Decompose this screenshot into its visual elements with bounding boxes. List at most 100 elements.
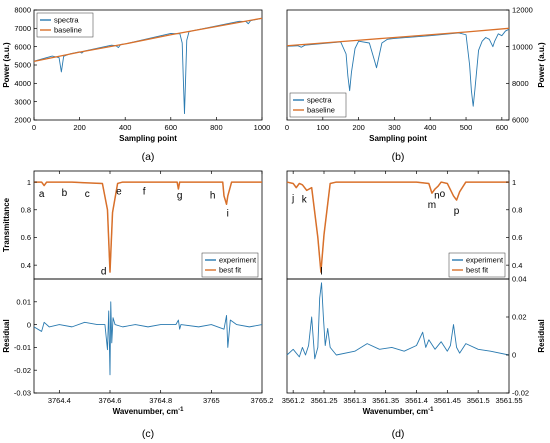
plot-a-xtick-label: 800 <box>210 123 223 132</box>
plot-d-bottom-ytick-label: 0.04 <box>512 275 527 284</box>
plot-d-series-best_fit <box>286 181 509 273</box>
plot-d-xtick-label: 3561.25 <box>310 396 337 405</box>
plot-c-peak-label: i <box>227 209 229 220</box>
plot-d-xlabel: Wavenumber, cm-1 <box>363 407 435 416</box>
plot-b-ylabel: Power (a.u.) <box>537 42 546 88</box>
plot-d-tag: (d) <box>392 428 405 440</box>
plot-a-ytick-label: 5000 <box>14 61 31 70</box>
plot-d-legend-box <box>448 252 506 278</box>
plot-c-legend-label: best fit <box>219 266 242 275</box>
plot-c-bottom-ytick-label: -0.01 <box>14 343 31 352</box>
plot-b-frame <box>286 9 510 121</box>
plot-d-peak-label: m <box>428 200 436 211</box>
plot-a-ytick-label: 3000 <box>14 97 31 106</box>
plot-c-peak-label: b <box>62 188 68 199</box>
plot-b-series-spectra <box>286 28 510 107</box>
plot-d-peak-label: l <box>320 267 322 278</box>
plot-b-ytick-label: 6000 <box>512 116 529 125</box>
plot-a-legend-label: spectra <box>54 16 79 25</box>
plot-d-legend-label: experiment <box>466 256 504 265</box>
plot-b-xlabel: Sampling point <box>369 134 427 143</box>
plot-d-peak-label: p <box>454 206 460 217</box>
plot-d-xtick-label: 3561.2 <box>282 396 305 405</box>
plot-d-legend-label: best fit <box>466 266 489 275</box>
plot-b-legend-label: spectra <box>307 96 332 105</box>
plot-c-ylabel-bottom: Residual <box>2 319 11 352</box>
plot-c-xtick-label: 3764.6 <box>99 396 122 405</box>
plot-c-top-ytick-label: 0.8 <box>21 205 31 214</box>
plot-c-peak-label: f <box>143 186 146 197</box>
plot-c-xlabel: Wavenumber, cm-1 <box>113 407 185 416</box>
plot-c-bottom-ytick-label: -0.02 <box>14 366 31 375</box>
plot-c-ylabel-top: Transmittance <box>2 197 11 252</box>
plot-a-tag: (a) <box>142 151 155 163</box>
plot-c-top-ytick-label: 0.6 <box>21 233 31 242</box>
plot-c-xtick-label: 3765 <box>203 396 220 405</box>
plot-d-peak-label: o <box>440 189 446 200</box>
plot-d-bottom-frame <box>286 278 510 394</box>
plot-b-xtick-label: 0 <box>285 123 289 132</box>
plot-c-bottom-ytick-label: 0 <box>27 320 31 329</box>
plot-a-xtick-label: 400 <box>119 123 132 132</box>
plot-b-ytick-label: 8000 <box>512 79 529 88</box>
plot-a-legend-box <box>36 12 94 38</box>
plot-d-ylabel-bottom: Residual <box>537 319 546 352</box>
plot-a-xlabel: Sampling point <box>119 134 177 143</box>
plot-a-ytick-label: 4000 <box>14 79 31 88</box>
plot-a-xtick-label: 600 <box>165 123 178 132</box>
plot-c-peak-label: e <box>116 186 122 197</box>
plot-c-peak-label: h <box>210 191 216 202</box>
plot-b-xtick-label: 100 <box>317 123 330 132</box>
plot-c-peak-label: c <box>85 189 90 200</box>
plot-d-peak-label: j <box>291 193 294 204</box>
plot-a-ytick-label: 6000 <box>14 42 31 51</box>
plot-d-xtick-label: 3561.55 <box>495 396 522 405</box>
plot-d-peak-label: n <box>434 191 440 202</box>
plot-b-xtick-label: 600 <box>496 123 509 132</box>
plot-c-legend-label: experiment <box>219 256 257 265</box>
plot-d-residual-line <box>286 282 510 360</box>
plot-a-xtick-label: 0 <box>32 123 36 132</box>
plot-c-peak-label: d <box>101 267 107 278</box>
plot-c-xtick-label: 3765.2 <box>251 396 274 405</box>
plot-a-legend-label: baseline <box>54 26 82 35</box>
plot-b-ytick-label: 10000 <box>512 42 533 51</box>
plot-b-ytick-label: 12000 <box>512 6 533 15</box>
plot-d-top-ytick-label: 0.8 <box>512 205 522 214</box>
plot-b-xtick-label: 200 <box>352 123 365 132</box>
plot-c-top-ytick-label: 0.4 <box>21 261 31 270</box>
plot-d-top-ytick-label: 0.6 <box>512 233 522 242</box>
plot-b-legend-box <box>289 92 347 118</box>
plot-d-xtick-label: 3561.4 <box>405 396 428 405</box>
plot-d-peak-label: k <box>302 195 308 206</box>
plot-a-xtick-label: 200 <box>73 123 86 132</box>
plot-b-legend-label: baseline <box>307 106 335 115</box>
plot-c-bottom-ytick-label: 0.01 <box>16 298 31 307</box>
plot-d-xtick-label: 3561.35 <box>372 396 399 405</box>
plot-c-bottom-ytick-label: -0.03 <box>14 389 31 398</box>
plot-a-series-baseline <box>33 17 263 62</box>
plot-c-xtick-label: 3764.8 <box>149 396 172 405</box>
plot-d-top-ytick-label: 0.4 <box>512 261 522 270</box>
plot-d-top-ytick-label: 1 <box>512 178 516 187</box>
plot-b-xtick-label: 300 <box>388 123 401 132</box>
plot-c-tag: (c) <box>142 428 154 440</box>
plot-b-xtick-label: 500 <box>460 123 473 132</box>
plot-d-xtick-label: 3561.5 <box>467 396 490 405</box>
plot-c-bottom-frame <box>33 278 263 394</box>
plot-d-bottom-ytick-label: 0.02 <box>512 313 527 322</box>
plot-d-xtick-label: 3561.3 <box>343 396 366 405</box>
plot-d-bottom-ytick-label: -0.02 <box>512 389 529 398</box>
plot-a-ytick-label: 8000 <box>14 6 31 15</box>
plot-a-ylabel: Power (a.u.) <box>2 42 11 88</box>
plot-a-ytick-label: 2000 <box>14 116 31 125</box>
plot-c-legend-box <box>201 252 259 278</box>
plot-b-xtick-label: 400 <box>424 123 437 132</box>
plot-c-series-best_fit <box>34 181 262 273</box>
plot-c-peak-label: a <box>39 189 45 200</box>
plot-a-ytick-label: 7000 <box>14 24 31 33</box>
plot-c-residual-line <box>33 301 263 376</box>
plot-d-bottom-ytick-label: 0 <box>512 351 516 360</box>
plot-b-series-baseline <box>286 27 510 47</box>
